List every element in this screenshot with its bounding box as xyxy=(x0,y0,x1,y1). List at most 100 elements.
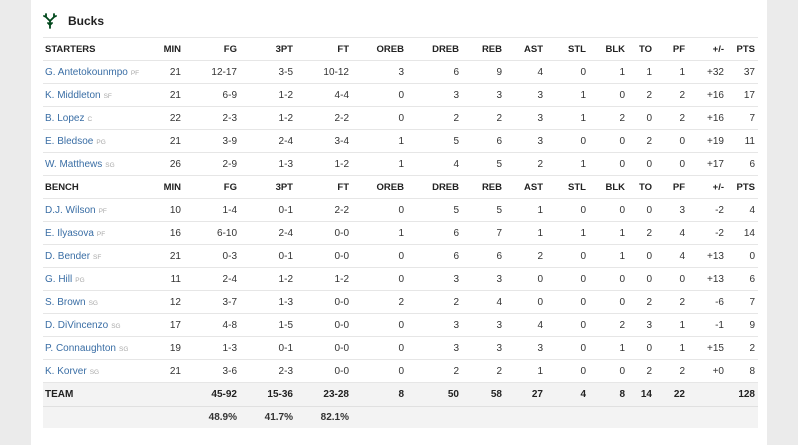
player-name-link[interactable]: K. Middleton xyxy=(45,89,101,101)
stat-cell: 4 xyxy=(459,290,502,314)
stat-cell: 2 xyxy=(404,359,459,383)
stat-cell: 0 xyxy=(586,198,625,222)
player-name-link[interactable]: D. DiVincenzo xyxy=(45,319,109,331)
boxscore-table: STARTERS MIN FG 3PT FT OREB DREB REB AST STL BLK TO… xyxy=(43,37,758,428)
column-header-pts: PTS xyxy=(724,175,758,199)
column-header-ft: FT xyxy=(293,175,349,199)
player-row: D.J. Wilson PF 10 1-4 0-1 2-2 0 5 5 1 0 0 0 3 -2 4 xyxy=(43,198,758,222)
column-header-oreb: OREB xyxy=(349,37,404,61)
stat-cell: 2 xyxy=(404,290,459,314)
player-name-link[interactable]: D. Bender xyxy=(45,250,91,262)
stat-cell: +32 xyxy=(685,60,724,84)
team-pct-cell xyxy=(625,406,652,428)
stat-cell: 0 xyxy=(586,359,625,383)
stat-cell: 19 xyxy=(155,336,181,360)
team-totals-row: TEAM 45-92 15-36 23-28 8 50 58 27 4 8 14 22 128 xyxy=(43,382,758,407)
stat-cell: 2-3 xyxy=(181,106,237,130)
player-name-link[interactable]: G. Hill xyxy=(45,273,73,285)
player-position: PG xyxy=(96,138,106,146)
column-header-fg: FG xyxy=(181,175,237,199)
stat-cell: 2-3 xyxy=(237,359,293,383)
team-pct-cell: 41.7% xyxy=(237,406,293,428)
stat-cell: 6 xyxy=(404,60,459,84)
stat-cell: 1 xyxy=(586,221,625,245)
stat-cell: 1 xyxy=(502,221,543,245)
team-total-cell: 23-28 xyxy=(293,382,349,407)
team-total-cell: 58 xyxy=(459,382,502,407)
stat-cell: 3 xyxy=(404,313,459,337)
stat-cell: 3-9 xyxy=(181,129,237,153)
stat-cell: 0-0 xyxy=(293,244,349,268)
stat-cell: 2 xyxy=(625,129,652,153)
stat-cell: 0-0 xyxy=(293,336,349,360)
stat-cell: 3 xyxy=(349,60,404,84)
player-cell: E. Ilyasova PF xyxy=(43,221,155,245)
stat-cell: 0 xyxy=(625,152,652,176)
column-header-ast: AST xyxy=(502,37,543,61)
stat-cell: 0 xyxy=(349,244,404,268)
stat-cell: 3 xyxy=(502,336,543,360)
stat-cell: 0 xyxy=(586,83,625,107)
column-header-reb: REB xyxy=(459,37,502,61)
stat-cell: 2 xyxy=(625,290,652,314)
team-total-cell xyxy=(155,382,181,407)
player-row: E. Ilyasova PF 16 6-10 2-4 0-0 1 6 7 1 1 1 2 4 -2 14 xyxy=(43,221,758,245)
stat-cell: 0 xyxy=(543,359,586,383)
stat-cell: 21 xyxy=(155,359,181,383)
player-name-link[interactable]: B. Lopez xyxy=(45,112,85,124)
stat-cell: 0 xyxy=(625,336,652,360)
starters-header-row: STARTERS MIN FG 3PT FT OREB DREB REB AST STL BLK TO… xyxy=(43,37,758,61)
stat-cell: 5 xyxy=(404,129,459,153)
team-total-cell: 8 xyxy=(349,382,404,407)
stat-cell: 1-2 xyxy=(237,106,293,130)
player-name-link[interactable]: D.J. Wilson xyxy=(45,204,96,216)
player-cell: D.J. Wilson PF xyxy=(43,198,155,222)
stat-cell: 2 xyxy=(652,83,685,107)
team-pct-cell: 82.1% xyxy=(293,406,349,428)
stat-cell: -2 xyxy=(685,221,724,245)
stat-cell: 10-12 xyxy=(293,60,349,84)
stat-cell: 1 xyxy=(502,198,543,222)
column-header-pf: PF xyxy=(652,37,685,61)
player-name-link[interactable]: E. Ilyasova xyxy=(45,227,94,239)
player-row: E. Bledsoe PG 21 3-9 2-4 3-4 1 5 6 3 0 0 2 0 +19 11 xyxy=(43,129,758,153)
player-name-link[interactable]: G. Antetokounmpo xyxy=(45,66,128,78)
player-name-link[interactable]: K. Korver xyxy=(45,365,87,377)
stat-cell: 9 xyxy=(459,60,502,84)
stat-cell: 9 xyxy=(724,313,758,337)
stat-cell: 1 xyxy=(349,152,404,176)
column-header-to: TO xyxy=(625,37,652,61)
team-total-cell: 8 xyxy=(586,382,625,407)
stat-cell: 0-1 xyxy=(237,198,293,222)
stat-cell: 0 xyxy=(652,152,685,176)
stat-cell: 0 xyxy=(625,106,652,130)
column-header-to: TO xyxy=(625,175,652,199)
stat-cell: 2 xyxy=(625,221,652,245)
stat-cell: 0 xyxy=(349,336,404,360)
player-name-link[interactable]: W. Matthews xyxy=(45,158,103,170)
stat-cell: 0 xyxy=(349,267,404,291)
player-row: S. Brown SG 12 3-7 1-3 0-0 2 2 4 0 0 0 2 2 -6 7 xyxy=(43,290,758,314)
player-row: K. Middleton SF 21 6-9 1-2 4-4 0 3 3 3 1 0 2 2 +16 17 xyxy=(43,83,758,107)
column-header-3pt: 3PT xyxy=(237,37,293,61)
player-name-link[interactable]: E. Bledsoe xyxy=(45,135,94,147)
team-header: Bucks xyxy=(43,9,104,33)
player-name-link[interactable]: P. Connaughton xyxy=(45,342,116,354)
stat-cell: 1 xyxy=(543,221,586,245)
stat-cell: 0 xyxy=(586,290,625,314)
stat-cell: 1 xyxy=(625,60,652,84)
column-header-min: MIN xyxy=(155,37,181,61)
stat-cell: 0 xyxy=(543,290,586,314)
column-header-ast: AST xyxy=(502,175,543,199)
player-position: SF xyxy=(93,253,102,261)
stat-cell: 0 xyxy=(543,60,586,84)
player-name-link[interactable]: S. Brown xyxy=(45,296,86,308)
stat-cell: 2-2 xyxy=(293,198,349,222)
stat-cell: 3-6 xyxy=(181,359,237,383)
stat-cell: 21 xyxy=(155,83,181,107)
stat-cell: 4 xyxy=(724,198,758,222)
stat-cell: 1-3 xyxy=(237,290,293,314)
team-pct-cell: 48.9% xyxy=(181,406,237,428)
column-header-reb: REB xyxy=(459,175,502,199)
stat-cell: 3 xyxy=(459,83,502,107)
